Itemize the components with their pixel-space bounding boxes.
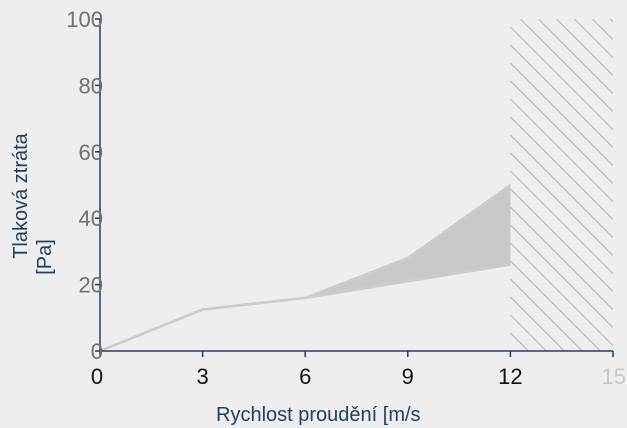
x-tick-label: 0 <box>91 364 103 389</box>
hatch-line <box>510 152 613 257</box>
x-tick-label: 9 <box>402 364 414 389</box>
y-tick-label: 0 <box>91 339 103 364</box>
x-tick-labels: 0 3 6 9 12 15 <box>91 364 626 389</box>
hatched-region <box>510 19 613 351</box>
hatch-line <box>510 44 613 149</box>
x-axis-title: Rychlost proudění [m/s <box>216 404 421 426</box>
hatch-line <box>510 170 613 275</box>
y-tick-label: 100 <box>66 7 103 32</box>
band-lower-line <box>99 263 511 353</box>
hatch-line <box>537 19 613 95</box>
y-tick-label: 20 <box>79 273 103 298</box>
hatch-line <box>510 206 613 311</box>
hatch-line <box>510 134 613 239</box>
hatch-line <box>510 62 613 167</box>
hatch-line <box>510 260 601 351</box>
x-tick-label: 15 <box>602 364 626 389</box>
y-axis-title-line-1: Tlaková ztráta <box>10 132 32 258</box>
hatch-line <box>510 314 547 351</box>
y-axis-title-line-2: [Pa] <box>34 239 56 275</box>
hatch-line <box>609 19 613 23</box>
hatch-line <box>510 224 613 329</box>
hatch-line <box>510 188 613 293</box>
hatch-line <box>510 350 511 351</box>
x-tick-label: 6 <box>299 364 311 389</box>
hatch-line <box>573 19 613 59</box>
hatch-line <box>510 332 529 351</box>
hatch-line <box>510 98 613 203</box>
pressure-loss-band <box>99 183 512 353</box>
x-tick-label: 12 <box>498 364 522 389</box>
hatch-line <box>555 19 613 77</box>
band-area <box>100 185 511 351</box>
hatch-line <box>510 278 583 351</box>
hatch-line <box>510 26 613 131</box>
hatch-line <box>519 19 613 113</box>
hatch-line <box>510 80 613 185</box>
hatch-line <box>510 116 613 221</box>
hatch-line <box>591 19 613 41</box>
hatch-line <box>510 242 613 347</box>
y-tick-label: 40 <box>79 206 103 231</box>
y-tick-labels: 0 20 40 60 80 100 <box>66 7 103 364</box>
axes <box>95 18 614 357</box>
y-tick-label: 60 <box>79 140 103 165</box>
x-tick-label: 3 <box>196 364 208 389</box>
y-tick-label: 80 <box>79 73 103 98</box>
